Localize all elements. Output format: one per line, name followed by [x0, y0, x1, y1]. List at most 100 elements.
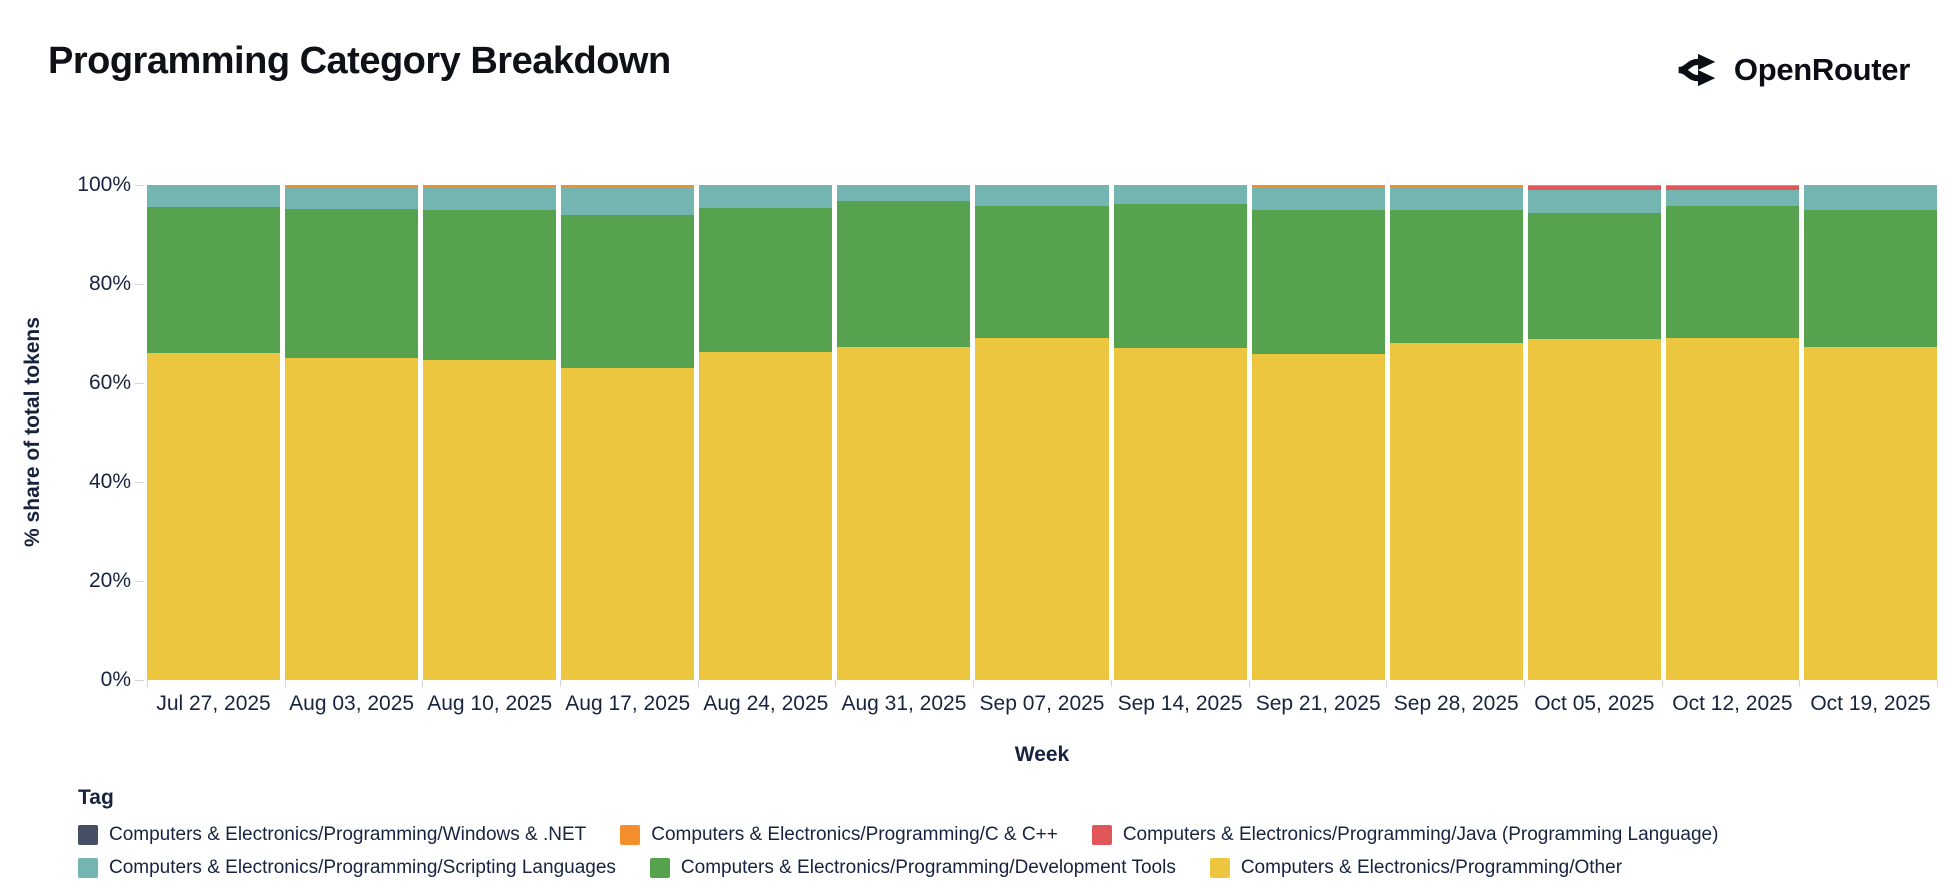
x-tick-mark [560, 680, 562, 687]
legend-swatch [1209, 858, 1230, 878]
bar-segment[interactable] [561, 187, 695, 216]
bar-segment[interactable] [1251, 209, 1385, 354]
bar-segment[interactable] [285, 185, 419, 188]
bar-segment[interactable] [1113, 347, 1247, 680]
legend-row: Computers & Electronics/Programming/Scri… [78, 857, 1718, 879]
bar-aug-10-2025[interactable] [423, 185, 557, 680]
bar-segment[interactable] [1665, 337, 1799, 680]
bar-segment[interactable] [699, 185, 833, 187]
bar-oct-05-2025[interactable] [1527, 185, 1661, 680]
x-tick-mark [147, 680, 148, 687]
bar-segment[interactable] [423, 210, 557, 361]
legend-label: Computers & Electronics/Programming/C & … [651, 824, 1058, 845]
bar-jul-27-2025[interactable] [147, 185, 281, 680]
legend-item[interactable]: Computers & Electronics/Programming/Wind… [78, 824, 586, 846]
bar-segment[interactable] [1251, 185, 1385, 187]
bar-segment[interactable] [561, 368, 695, 680]
legend-item[interactable]: Computers & Electronics/Programming/Scri… [78, 857, 616, 879]
bar-segment[interactable] [975, 337, 1109, 680]
legend-label: Computers & Electronics/Programming/Deve… [680, 857, 1176, 878]
x-axis-ticks [147, 680, 1938, 688]
bar-segment[interactable] [1803, 346, 1938, 680]
bar-segment[interactable] [147, 185, 281, 207]
bar-segment[interactable] [561, 185, 695, 188]
bar-segment[interactable] [975, 185, 1109, 206]
bar-aug-17-2025[interactable] [561, 185, 695, 680]
brand-name: OpenRouter [1733, 52, 1910, 87]
bar-segment[interactable] [699, 207, 833, 352]
y-tick-label: 100% [77, 173, 131, 196]
bar-segment[interactable] [561, 215, 695, 369]
bar-sep-14-2025[interactable] [1113, 185, 1247, 680]
bar-aug-24-2025[interactable] [699, 185, 833, 680]
bar-segment[interactable] [1527, 185, 1661, 187]
bar-segment[interactable] [1389, 209, 1523, 343]
bar-segment[interactable] [1113, 185, 1247, 187]
legend-item[interactable]: Computers & Electronics/Programming/Java… [1091, 824, 1718, 846]
bar-segment[interactable] [1251, 353, 1385, 680]
legend-label: Computers & Electronics/Programming/Scri… [109, 857, 616, 878]
bar-oct-19-2025[interactable] [1803, 185, 1938, 680]
bar-sep-21-2025[interactable] [1251, 185, 1385, 680]
bar-segment[interactable] [1803, 209, 1938, 347]
bar-segment[interactable] [1527, 213, 1661, 339]
bar-segment[interactable] [423, 360, 557, 680]
x-tick-mark [1386, 680, 1388, 687]
bar-segment[interactable] [1251, 187, 1385, 210]
x-tick-label: Aug 31, 2025 [841, 692, 967, 715]
bar-segment[interactable] [1113, 186, 1247, 204]
bar-segment[interactable] [1389, 185, 1523, 187]
legend-label: Computers & Electronics/Programming/Othe… [1240, 857, 1623, 878]
bar-segment[interactable] [1389, 187, 1523, 210]
bar-sep-07-2025[interactable] [975, 185, 1109, 680]
bar-segment[interactable] [1113, 203, 1247, 348]
bar-segment[interactable] [1665, 190, 1799, 207]
legend-item[interactable]: Computers & Electronics/Programming/Othe… [1209, 857, 1623, 879]
x-tick-label: Oct 19, 2025 [1810, 692, 1931, 715]
bar-segment[interactable] [1665, 185, 1799, 187]
bar-segment[interactable] [837, 185, 971, 201]
bar-segment[interactable] [1665, 186, 1799, 191]
bar-segment[interactable] [147, 352, 281, 680]
bar-oct-12-2025[interactable] [1665, 185, 1799, 680]
bar-aug-31-2025[interactable] [837, 185, 971, 680]
bar-segment[interactable] [423, 185, 557, 187]
x-tick-label: Sep 21, 2025 [1255, 692, 1381, 715]
bar-segment[interactable] [1803, 185, 1938, 210]
bar-segment[interactable] [1527, 186, 1661, 190]
bar-segment[interactable] [837, 346, 971, 680]
bar-segment[interactable] [975, 205, 1109, 338]
x-tick-label: Sep 14, 2025 [1117, 692, 1243, 715]
bar-segment[interactable] [1389, 342, 1523, 680]
bar-segment[interactable] [1527, 338, 1661, 680]
x-tick-mark [1799, 680, 1801, 687]
legend-swatch [78, 858, 98, 878]
bar-segment[interactable] [285, 357, 419, 680]
x-tick-mark [1110, 680, 1112, 687]
x-tick-label: Sep 07, 2025 [979, 692, 1105, 715]
bar-segment[interactable] [285, 208, 419, 358]
bar-segment[interactable] [699, 351, 833, 680]
bar-segment[interactable] [1665, 206, 1799, 338]
bar-segment[interactable] [423, 187, 557, 211]
bar-segment[interactable] [837, 200, 971, 347]
bar-segment[interactable] [1527, 189, 1661, 214]
legend-item[interactable]: Computers & Electronics/Programming/C & … [620, 824, 1058, 846]
bar-sep-28-2025[interactable] [1389, 185, 1523, 680]
y-axis: 0% 20% 40% 60% 80% 100% [0, 173, 147, 691]
bar-segment[interactable] [285, 187, 419, 209]
legend-swatch [78, 825, 98, 845]
openrouter-fork-icon [1676, 48, 1720, 92]
bar-segment[interactable] [699, 186, 833, 208]
openrouter-logo[interactable]: OpenRouter [1676, 48, 1910, 92]
bar-segment[interactable] [147, 206, 281, 353]
x-tick-mark [1937, 680, 1938, 687]
y-tick-label: 60% [88, 371, 131, 394]
legend-item[interactable]: Computers & Electronics/Programming/Deve… [649, 857, 1176, 879]
bar-aug-03-2025[interactable] [285, 185, 419, 680]
x-tick-mark [1248, 680, 1250, 687]
plot-area [147, 185, 1938, 680]
legend-swatch [649, 858, 670, 878]
x-tick-label: Aug 17, 2025 [565, 692, 691, 715]
